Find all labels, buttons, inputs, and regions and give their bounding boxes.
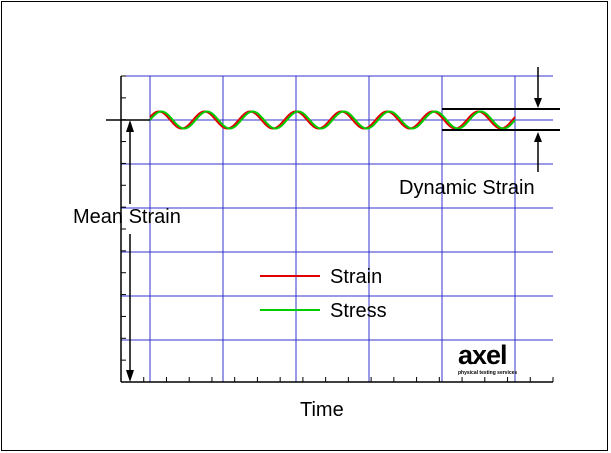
dynamic-strain-label: Dynamic Strain	[399, 177, 535, 199]
grid-lines	[121, 75, 553, 382]
annotations	[106, 67, 560, 382]
series-stress-line	[149, 110, 516, 130]
mean-strain-label: Mean Strain	[73, 206, 181, 228]
mean-strain-arrowhead-down	[126, 370, 134, 382]
axes	[120, 75, 554, 383]
axel-logo-tagline: physical testing services	[458, 370, 518, 376]
axel-logo: axel	[458, 340, 508, 370]
legend: Strain Stress	[330, 266, 387, 322]
dynamic-strain-arrowhead-top	[534, 98, 542, 108]
x-axis-label: Time	[300, 399, 344, 421]
series-layer	[149, 110, 516, 130]
dynamic-strain-arrowhead-bottom	[534, 132, 542, 142]
legend-label-strain: Strain	[330, 266, 382, 288]
mean-strain-arrowhead-up	[126, 120, 134, 132]
legend-label-stress: Stress	[330, 300, 387, 322]
